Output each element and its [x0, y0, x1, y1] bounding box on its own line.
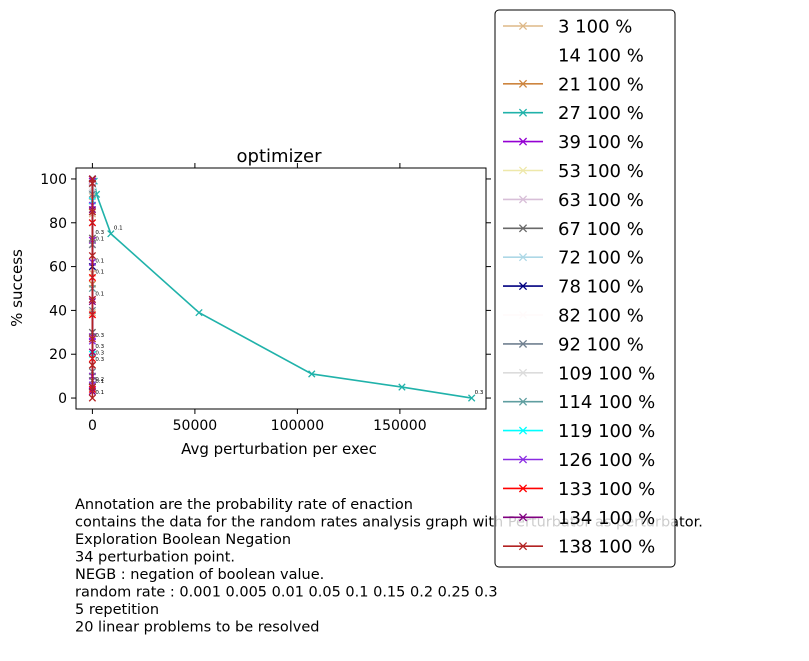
- legend-swatch-marker: [518, 282, 528, 291]
- point-label: 0.1: [95, 390, 104, 396]
- y-axis-label: % success: [8, 249, 26, 327]
- legend-swatch-marker: [518, 513, 528, 522]
- note-line: Annotation are the probability rate of e…: [75, 497, 413, 513]
- x-tick-label: 0: [88, 418, 97, 434]
- point-label: 0.3: [95, 333, 104, 339]
- legend-label: 21 100 %: [558, 74, 644, 95]
- series-point: [88, 394, 97, 402]
- x-tick-label: 100000: [271, 418, 324, 434]
- legend-label: 114 100 %: [558, 392, 655, 413]
- legend-label: 134 100 %: [558, 508, 655, 529]
- point-label: 0.1: [95, 379, 104, 385]
- plot-marks: 0.10.30.10.10.30.10.10.30.20.10.30.30.30…: [88, 175, 484, 402]
- legend-swatch-marker: [518, 542, 528, 551]
- legend-label: 3 100 %: [558, 17, 632, 38]
- legend-swatch-marker: [518, 108, 528, 117]
- y-tick-label: 80: [49, 216, 67, 232]
- legend-label: 63 100 %: [558, 190, 644, 211]
- axis-ticks: 0 50000 100000 150000 0 20 40 60 80 100: [40, 163, 491, 434]
- series-line-3: [92, 178, 472, 399]
- point-label: 0.1: [95, 237, 104, 243]
- legend-label: 138 100 %: [558, 537, 655, 558]
- legend-swatch-marker: [518, 50, 528, 59]
- legend-swatch-marker: [518, 253, 528, 262]
- point-label: 0.3: [95, 357, 104, 363]
- series-point: [88, 295, 97, 304]
- legend-swatch-marker: [518, 426, 528, 435]
- x-tick-label: 50000: [173, 418, 218, 434]
- y-tick-label: 60: [49, 260, 67, 276]
- axes-frame: [75, 167, 487, 410]
- legend-swatch-marker: [518, 339, 528, 348]
- legend-label: 92 100 %: [558, 334, 644, 355]
- legend-swatch-marker: [518, 224, 528, 233]
- point-label: 0.3: [95, 351, 104, 357]
- y-tick-label: 100: [40, 172, 67, 188]
- series-point: [88, 208, 97, 216]
- legend-label: 78 100 %: [558, 277, 644, 298]
- legend-label: 67 100 %: [558, 219, 644, 240]
- note-line: 34 perturbation point.: [75, 550, 235, 566]
- y-tick-label: 40: [49, 303, 67, 319]
- note-line: Exploration Boolean Negation: [75, 532, 291, 548]
- series-point: [88, 361, 97, 369]
- y-tick-label: 0: [58, 391, 67, 407]
- legend-label: 119 100 %: [558, 421, 655, 442]
- point-label: 0.2: [95, 377, 104, 383]
- series-point: [88, 179, 97, 187]
- legend-label: 126 100 %: [558, 450, 655, 471]
- series-point: [88, 335, 97, 343]
- point-label: 0.3: [95, 230, 104, 236]
- note-line: 20 linear problems to be resolved: [75, 620, 319, 636]
- series-point: [195, 308, 203, 317]
- note-line: random rate : 0.001 0.005 0.01 0.05 0.1 …: [75, 585, 498, 601]
- series-point: [467, 394, 476, 402]
- legend-swatch-marker: [518, 21, 528, 31]
- legend-swatch-marker: [518, 310, 528, 320]
- point-label: 0.3: [475, 390, 484, 396]
- legend-label: 14 100 %: [558, 45, 644, 66]
- series-point: [398, 383, 406, 391]
- point-label: 0.3: [95, 344, 104, 350]
- legend-swatch-marker: [518, 484, 528, 493]
- legend-swatch-marker: [518, 397, 528, 406]
- series-point: [88, 383, 97, 391]
- chart-title: optimizer: [237, 146, 323, 167]
- legend-swatch-marker: [518, 166, 528, 175]
- legend-label: 82 100 %: [558, 306, 644, 327]
- legend-label: 133 100 %: [558, 479, 655, 500]
- legend: 3 100 % 14 100 % 21 100 % 27 100 % 39 100 % 5…: [494, 9, 676, 568]
- x-axis-label: Avg perturbation per exec: [181, 440, 377, 458]
- legend-label: 27 100 %: [558, 103, 644, 124]
- point-label: 0.1: [95, 259, 104, 265]
- legend-label: 53 100 %: [558, 161, 644, 182]
- legend-swatch-marker: [518, 368, 528, 377]
- series-point: [107, 230, 115, 238]
- series-point: [308, 370, 316, 378]
- legend-swatch-marker: [518, 455, 528, 464]
- legend-swatch-marker: [518, 195, 528, 204]
- legend-frame: [494, 9, 676, 568]
- legend-swatch-marker: [518, 137, 528, 146]
- y-tick-label: 20: [49, 347, 67, 363]
- point-label: 0.1: [95, 291, 104, 297]
- legend-label: 72 100 %: [558, 248, 644, 269]
- legend-label: 39 100 %: [558, 132, 644, 153]
- legend-label: 109 100 %: [558, 363, 655, 384]
- legend-swatch-marker: [518, 79, 528, 88]
- note-line: NEGB : negation of boolean value.: [75, 567, 324, 583]
- series-point: [88, 251, 97, 260]
- note-line: 5 repetition: [75, 602, 159, 618]
- point-label: 0.1: [95, 270, 104, 276]
- x-tick-label: 150000: [373, 418, 426, 434]
- point-label: 0.1: [114, 226, 123, 232]
